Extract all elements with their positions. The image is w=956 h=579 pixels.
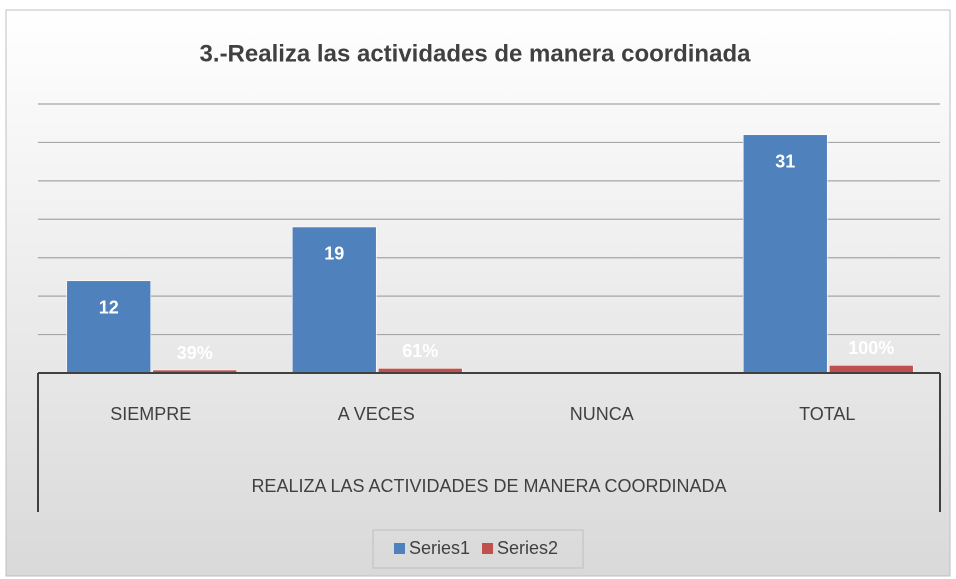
data-label: 100%	[848, 338, 894, 358]
data-label: 61%	[402, 341, 438, 361]
x-tick-label: NUNCA	[570, 404, 634, 424]
data-label: 19	[324, 244, 344, 264]
x-tick-label: TOTAL	[799, 404, 855, 424]
x-tick-label: SIEMPRE	[110, 404, 191, 424]
x-group-label: REALIZA LAS ACTIVIDADES DE MANERA COORDI…	[251, 476, 726, 496]
legend-swatch	[482, 543, 494, 554]
bar	[828, 365, 914, 374]
data-label: 39%	[177, 343, 213, 363]
data-label: 12	[99, 298, 119, 318]
legend-box	[372, 529, 584, 569]
bar	[291, 226, 377, 374]
bar	[66, 280, 152, 374]
bar	[742, 134, 828, 374]
x-tick-label: A VECES	[338, 404, 415, 424]
legend-swatch	[394, 543, 405, 554]
chart-title: 3.-Realiza las actividades de manera coo…	[200, 40, 752, 67]
data-label: 31	[775, 151, 795, 171]
legend-label: Series1	[409, 538, 470, 558]
legend-label: Series2	[497, 538, 558, 558]
